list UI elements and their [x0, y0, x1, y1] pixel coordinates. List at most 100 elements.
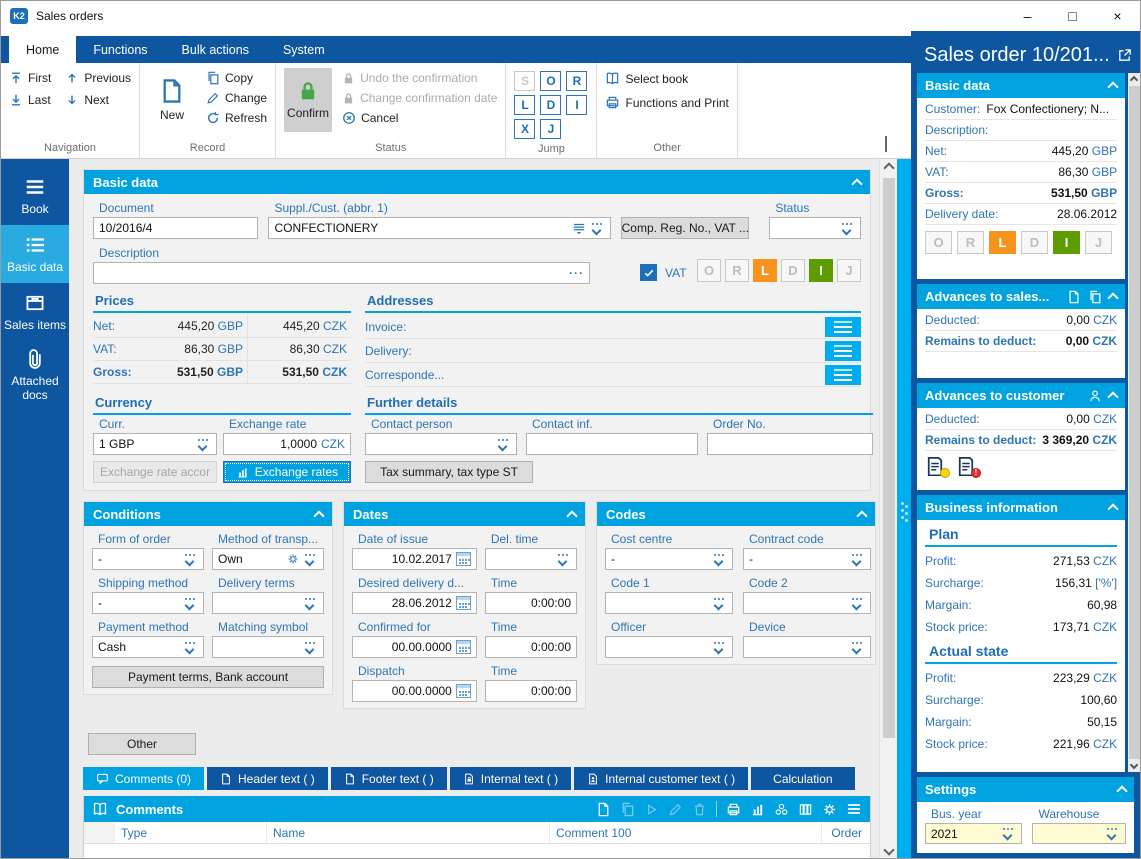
advance-payment-icon[interactable]: [925, 456, 950, 478]
collapse-section-button[interactable]: [566, 509, 578, 522]
contact-inf-field[interactable]: [526, 433, 698, 455]
warehouse-field[interactable]: [1032, 823, 1126, 844]
maximize-button[interactable]: □: [1068, 8, 1077, 24]
jump-button-i[interactable]: I: [566, 95, 588, 115]
last-button[interactable]: Last: [9, 93, 51, 107]
calendar-icon[interactable]: [455, 640, 471, 654]
order-no-field[interactable]: [707, 433, 873, 455]
sidebar-item-book[interactable]: Book: [1, 167, 69, 225]
column-type[interactable]: Type: [114, 822, 266, 843]
invoice-address-button[interactable]: [825, 316, 861, 337]
comp-reg-no-button[interactable]: Comp. Reg. No., VAT ...: [621, 217, 750, 239]
ribbon-tab-functions[interactable]: Functions: [93, 42, 148, 57]
chart-icon[interactable]: [750, 802, 765, 817]
jump-button-o[interactable]: O: [540, 71, 562, 91]
status-field[interactable]: [769, 217, 861, 239]
refresh-button[interactable]: Refresh: [206, 111, 267, 125]
code-1-field[interactable]: [605, 592, 733, 614]
dropdown-icon[interactable]: [183, 553, 198, 566]
grid-menu-icon[interactable]: [846, 801, 862, 817]
confirmed-for-field[interactable]: 00.00.0000: [352, 636, 477, 658]
columns-icon[interactable]: [798, 802, 813, 817]
scrollbar-thumb[interactable]: [882, 178, 895, 738]
jump-button-x[interactable]: X: [514, 119, 536, 139]
method-of-transport-field[interactable]: Own: [212, 548, 324, 570]
exchange-rates-button[interactable]: Exchange rates: [223, 461, 351, 483]
cost-centre-field[interactable]: -: [605, 548, 733, 570]
vat-checkbox[interactable]: [640, 264, 657, 281]
jump-button-d[interactable]: D: [540, 95, 562, 115]
ribbon-tab-system[interactable]: System: [282, 42, 325, 57]
del-time-field[interactable]: [484, 548, 577, 570]
layers-icon[interactable]: [572, 221, 586, 235]
print-icon[interactable]: [726, 802, 741, 817]
dropdown-icon[interactable]: [303, 597, 318, 610]
calendar-icon[interactable]: [455, 596, 471, 610]
dropdown-icon[interactable]: [196, 438, 211, 451]
scrollbar-thumb[interactable]: [1128, 86, 1140, 759]
correspondence-address-button[interactable]: [825, 364, 861, 385]
settings-gear-icon[interactable]: [822, 802, 837, 817]
dropdown-icon[interactable]: [840, 222, 855, 235]
collapse-panel-button[interactable]: [1107, 503, 1119, 515]
scroll-down-icon[interactable]: [882, 844, 895, 856]
contract-code-field[interactable]: -: [743, 548, 871, 570]
shipping-method-field[interactable]: -: [92, 592, 204, 614]
payment-terms-button[interactable]: Payment terms, Bank account: [92, 666, 324, 688]
select-book-button[interactable]: Select book: [605, 71, 728, 86]
dropdown-icon[interactable]: [1105, 827, 1120, 840]
calendar-icon[interactable]: [455, 684, 471, 698]
calendar-icon[interactable]: [455, 552, 471, 566]
contact-person-field[interactable]: [365, 433, 517, 455]
bus-year-field[interactable]: 2021: [925, 823, 1023, 844]
column-name[interactable]: Name: [266, 822, 549, 843]
tab-internal-text[interactable]: Internal text ( ): [449, 767, 572, 790]
close-button[interactable]: ×: [1113, 8, 1122, 24]
first-button[interactable]: First: [9, 71, 51, 85]
dropdown-icon[interactable]: [590, 222, 605, 235]
collapse-section-button[interactable]: [851, 177, 863, 190]
dropdown-icon[interactable]: [1001, 827, 1016, 840]
functions-and-print-button[interactable]: Functions and Print: [605, 95, 729, 110]
confirm-button[interactable]: Confirm: [284, 68, 333, 132]
dropdown-icon[interactable]: [850, 553, 865, 566]
date-of-issue-field[interactable]: 10.02.2017: [352, 548, 477, 570]
dropdown-icon[interactable]: [496, 438, 511, 451]
form-of-order-field[interactable]: -: [92, 548, 204, 570]
scroll-up-icon[interactable]: [1129, 75, 1139, 85]
delivery-address-button[interactable]: [825, 340, 861, 361]
open-in-window-icon[interactable]: [1117, 48, 1132, 63]
tab-internal-customer-text[interactable]: Internal customer text ( ): [574, 767, 749, 790]
previous-button[interactable]: Previous: [65, 71, 131, 85]
time-field[interactable]: 0:00:00: [484, 680, 577, 702]
matching-symbol-field[interactable]: [212, 636, 324, 658]
dropdown-icon[interactable]: [712, 553, 727, 566]
supplier-field[interactable]: CONFECTIONERY: [268, 217, 612, 239]
main-scrollbar[interactable]: [879, 159, 897, 858]
ribbon-tab-bulk-actions[interactable]: Bulk actions: [181, 42, 249, 57]
jump-button-l[interactable]: L: [514, 95, 536, 115]
new-record-icon[interactable]: [596, 802, 611, 817]
tab-header-text[interactable]: Header text ( ): [207, 767, 328, 790]
person-icon[interactable]: [1088, 389, 1102, 403]
column-comment[interactable]: Comment 100: [549, 822, 821, 843]
scroll-down-icon[interactable]: [1129, 760, 1139, 770]
column-order[interactable]: Order: [821, 822, 870, 843]
time-field[interactable]: 0:00:00: [484, 636, 577, 658]
document-icon[interactable]: [1067, 290, 1081, 304]
tab-calculation[interactable]: Calculation: [751, 767, 855, 790]
code-2-field[interactable]: [743, 592, 871, 614]
time-field[interactable]: 0:00:00: [484, 592, 577, 614]
related-icon[interactable]: [774, 802, 789, 817]
dropdown-icon[interactable]: [712, 641, 727, 654]
dropdown-icon[interactable]: [303, 641, 318, 654]
tab-comments[interactable]: Comments (0): [83, 767, 205, 790]
sidebar-item-sales-items[interactable]: Sales items: [1, 283, 69, 341]
sidebar-item-basic-data[interactable]: Basic data: [1, 225, 69, 283]
collapse-panel-button[interactable]: [1116, 785, 1128, 797]
other-button[interactable]: Other: [88, 733, 196, 755]
jump-button-j[interactable]: J: [540, 119, 562, 139]
panel-splitter[interactable]: [897, 159, 911, 858]
description-field[interactable]: ···: [93, 262, 590, 284]
currency-field[interactable]: 1 GBP: [93, 433, 217, 455]
